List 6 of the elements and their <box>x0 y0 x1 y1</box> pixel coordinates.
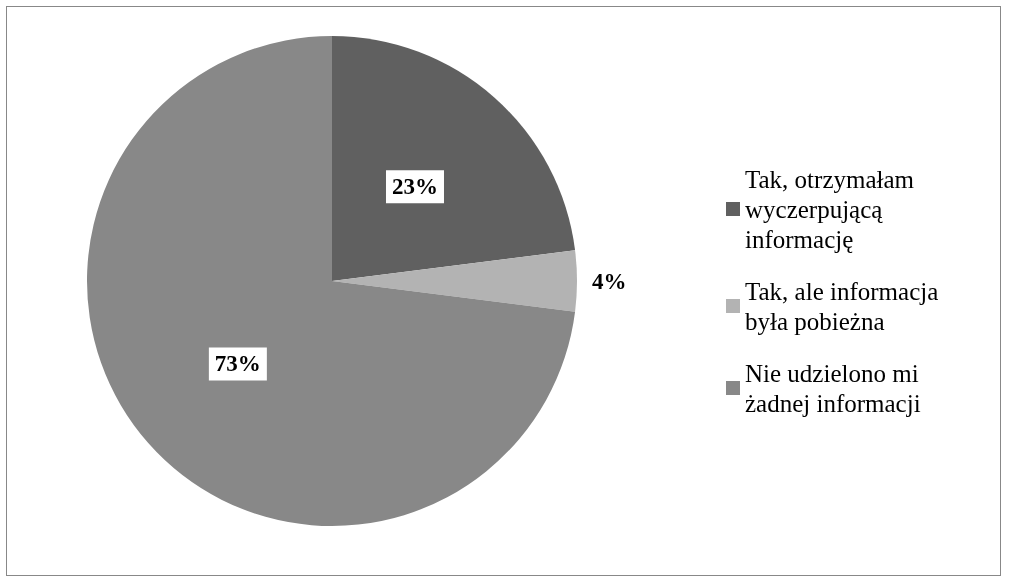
legend-label: Nie udzielono mi żadnej informacji <box>745 359 925 417</box>
legend-label: Tak, otrzymałam wyczerpującą informację <box>745 165 921 253</box>
legend-label: Tak, ale informacja była pobieżna <box>745 277 945 335</box>
data-label: 23% <box>391 174 438 200</box>
data-label: 73% <box>214 351 261 377</box>
data-label: 4% <box>592 268 627 294</box>
